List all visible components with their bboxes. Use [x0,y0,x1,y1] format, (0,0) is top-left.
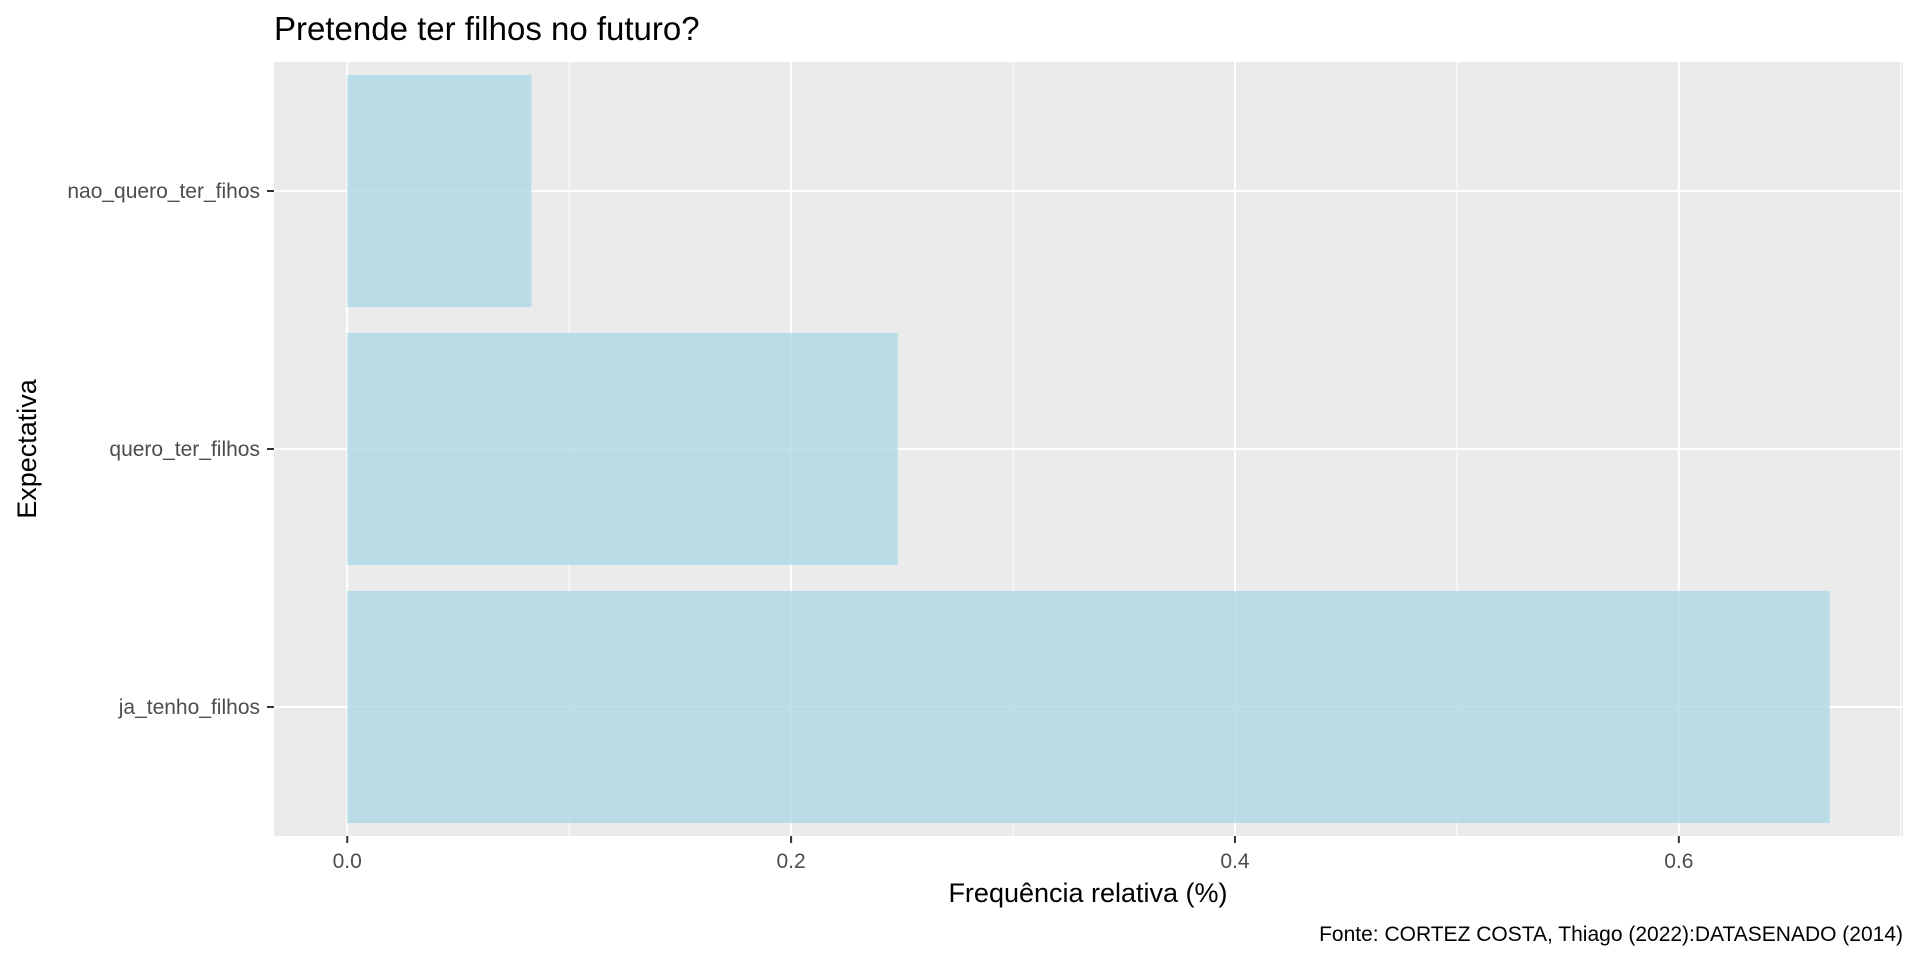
bar-ja_tenho_filhos [347,590,1830,824]
y-tick-label: ja_tenho_filhos [118,696,260,719]
chart-title: Pretende ter filhos no futuro? [274,10,700,47]
bar-quero_ter_filhos [347,332,898,566]
x-tick-label: 0.2 [777,850,806,873]
x-tick-label: 0.4 [1220,850,1250,873]
y-axis-title: Expectativa [12,378,42,519]
y-tick-label: quero_ter_filhos [109,438,260,461]
bars [347,74,1830,824]
y-tick-label: nao_quero_ter_fihos [67,180,260,203]
bar-nao_quero_ter_fihos [347,74,532,308]
x-axis-title: Frequência relativa (%) [948,878,1227,908]
x-axis: 0.0 0.2 0.4 0.6 [333,836,1693,873]
x-tick-label: 0.0 [333,850,362,873]
y-axis: ja_tenho_filhos quero_ter_filhos nao_quero… [67,180,274,719]
chart-caption: Fonte: CORTEZ COSTA, Thiago (2022):DATAS… [1319,923,1903,946]
x-tick-label: 0.6 [1664,850,1693,873]
